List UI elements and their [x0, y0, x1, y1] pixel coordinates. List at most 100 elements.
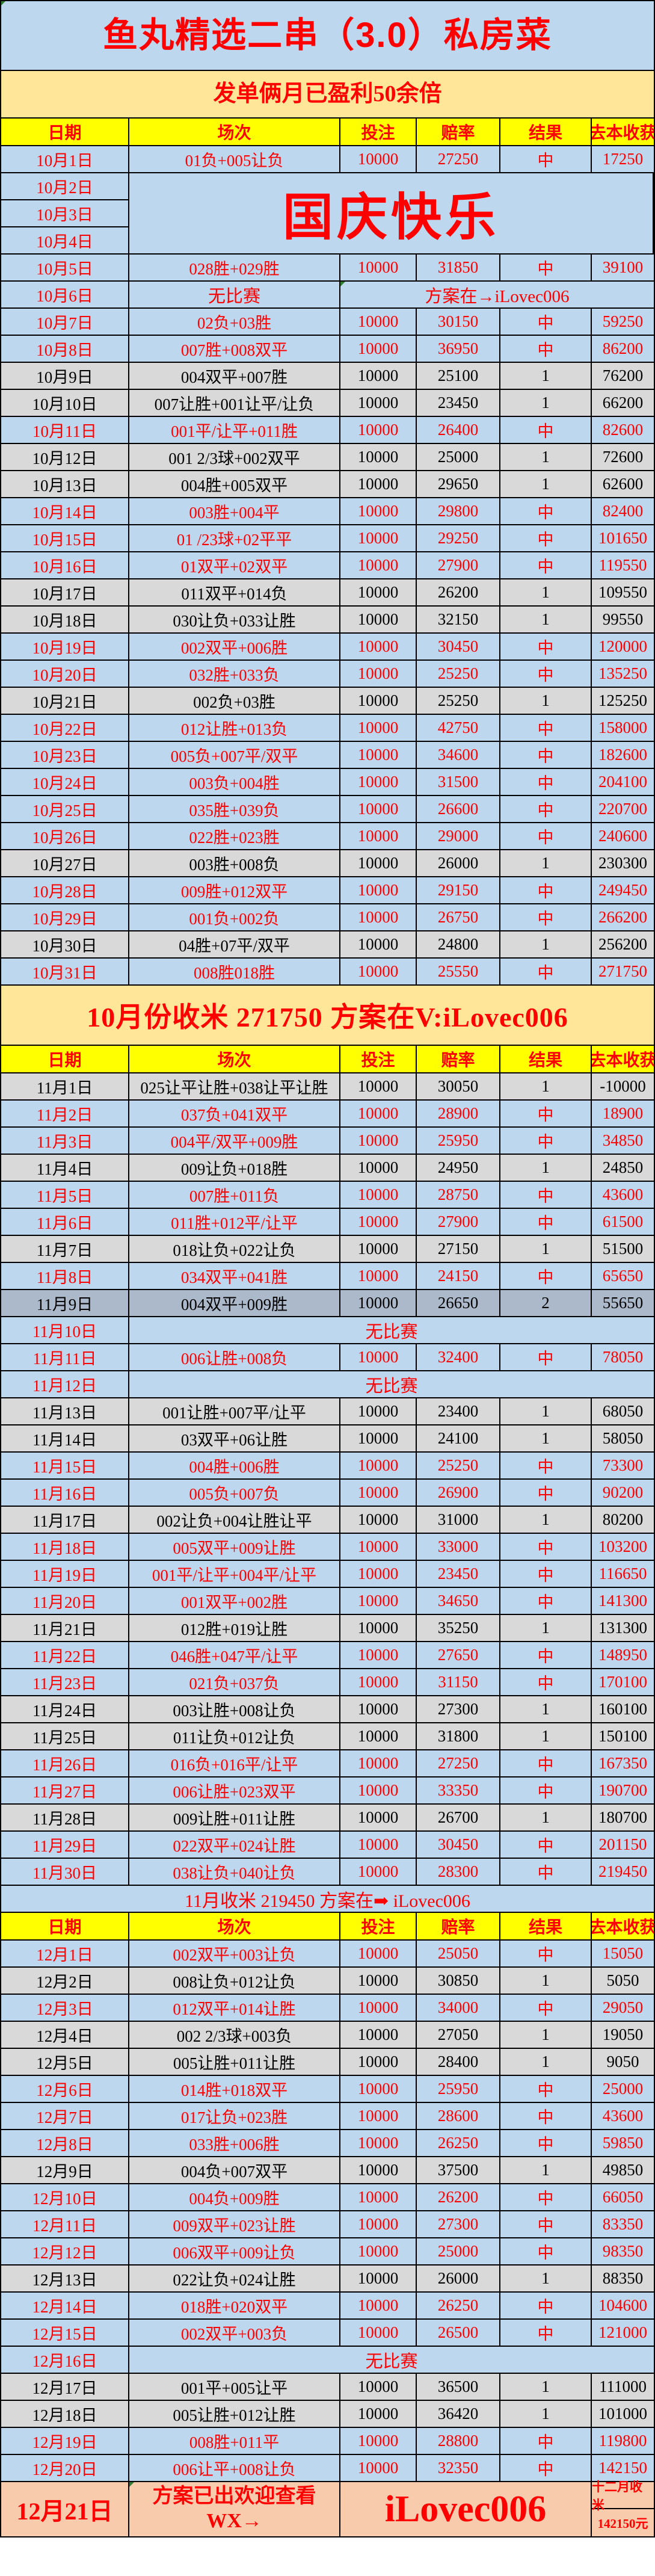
bet-cell: 10000	[340, 2374, 417, 2401]
odds-cell: 34600	[417, 742, 500, 769]
table-row: 11月25日 011让负+012让负 10000 31800 1 150100	[1, 1723, 654, 1750]
date-cell: 12月17日	[1, 2374, 129, 2401]
result-cell: 中	[500, 1995, 592, 2022]
date-cell: 11月25日	[1, 1723, 129, 1750]
footer-plan-cell: 方案已出欢迎查看 WX→	[129, 2482, 340, 2536]
result-cell: 中	[500, 1588, 592, 1615]
result-cell: 1	[500, 2401, 592, 2428]
odds-cell: 28750	[417, 1182, 500, 1209]
odds-cell: 24150	[417, 1263, 500, 1290]
page-title: 鱼丸精选二串（3.0）私房菜	[1, 1, 654, 71]
profit-cell: 51500	[592, 1236, 654, 1263]
page-subtitle: 发单俩月已盈利50余倍	[1, 71, 654, 119]
match-cell: 004双平+007胜	[129, 363, 340, 390]
odds-cell: 36500	[417, 2374, 500, 2401]
odds-cell: 30050	[417, 1073, 500, 1101]
date-cell: 12月18日	[1, 2401, 129, 2428]
table-row: 12月19日 008胜+011平 10000 28800 中 119800	[1, 2428, 654, 2455]
profit-cell: 101000	[592, 2401, 654, 2428]
profit-cell: 103200	[592, 1534, 654, 1561]
profit-cell: 19050	[592, 2022, 654, 2049]
date-cell: 11月19日	[1, 1561, 129, 1588]
profit-cell: 78050	[592, 1344, 654, 1371]
table-row: 11月16日 005负+007负 10000 26900 中 90200	[1, 1480, 654, 1507]
table-row: 11月15日 004胜+006胜 10000 25250 中 73300	[1, 1453, 654, 1480]
bet-cell: 10000	[340, 579, 417, 607]
bet-cell: 10000	[340, 444, 417, 471]
match-cell: 002负+03胜	[129, 688, 340, 715]
table-row: 11月24日 003让胜+008让负 10000 27300 1 160100	[1, 1696, 654, 1723]
match-cell: 001让胜+007平/让平	[129, 1398, 340, 1425]
odds-cell: 27900	[417, 1209, 500, 1236]
date-cell: 11月1日	[1, 1073, 129, 1101]
date-cell: 11月16日	[1, 1480, 129, 1507]
result-cell: 中	[500, 336, 592, 363]
footer-month-total-cell: 十二月收米 142150元	[592, 2480, 654, 2536]
match-cell: 008胜+011平	[129, 2428, 340, 2455]
table-row: 11月8日 034双平+041胜 10000 24150 中 65650	[1, 1263, 654, 1290]
bet-cell: 10000	[340, 1778, 417, 1805]
result-cell: 中	[500, 661, 592, 688]
profit-cell: 72600	[592, 444, 654, 471]
bet-cell: 10000	[340, 2103, 417, 2130]
result-cell: 1	[500, 471, 592, 498]
match-cell: 004负+009胜	[129, 2184, 340, 2211]
result-cell: 中	[500, 1453, 592, 1480]
table-row: 12月18日 005让胜+012让胜 10000 36420 1 101000	[1, 2401, 654, 2428]
table-row: 10月7日 02负+03胜 10000 30150 中 59250	[1, 309, 654, 336]
result-cell: 中	[500, 1344, 592, 1371]
odds-cell: 34650	[417, 1588, 500, 1615]
bet-cell: 10000	[340, 336, 417, 363]
column-header-5: 去本收获	[592, 1046, 654, 1073]
table-row: 11月9日 004双平+009胜 10000 26650 2 55650	[1, 1290, 654, 1317]
odds-cell: 26000	[417, 850, 500, 877]
result-cell: 中	[500, 1832, 592, 1859]
date-cell: 10月15日	[1, 525, 129, 552]
match-cell: 035胜+039负	[129, 796, 340, 823]
match-cell: 004胜+005双平	[129, 471, 340, 498]
bet-cell: 10000	[340, 2293, 417, 2320]
odds-cell: 25000	[417, 444, 500, 471]
odds-cell: 27300	[417, 1696, 500, 1723]
date-cell: 10月8日	[1, 336, 129, 363]
match-cell: 017让负+023胜	[129, 2103, 340, 2130]
result-cell: 1	[500, 1073, 592, 1101]
match-cell: 046胜+047平/让平	[129, 1642, 340, 1669]
bet-cell: 10000	[340, 1263, 417, 1290]
result-cell: 中	[500, 1669, 592, 1696]
profit-cell: 249450	[592, 877, 654, 904]
profit-cell: 119550	[592, 552, 654, 579]
profit-cell: 61500	[592, 1209, 654, 1236]
table-row: 12月13日 022让负+024让胜 10000 26000 1 88350	[1, 2266, 654, 2293]
result-cell: 1	[500, 607, 592, 634]
odds-cell: 36420	[417, 2401, 500, 2428]
match-cell: 003让胜+008让负	[129, 1696, 340, 1723]
profit-cell: 240600	[592, 823, 654, 850]
bet-cell: 10000	[340, 607, 417, 634]
profit-cell: 58050	[592, 1425, 654, 1453]
profit-cell: 190700	[592, 1778, 654, 1805]
profit-cell: 5050	[592, 1968, 654, 1995]
match-cell: 001双平+002胜	[129, 1588, 340, 1615]
result-cell: 中	[500, 2293, 592, 2320]
result-cell: 1	[500, 2374, 592, 2401]
date-cell: 10月1日	[1, 146, 129, 173]
profit-cell: 158000	[592, 715, 654, 742]
match-cell: 004胜+006胜	[129, 1453, 340, 1480]
match-cell: 003胜+004平	[129, 498, 340, 525]
bet-cell: 10000	[340, 2157, 417, 2184]
match-cell: 032胜+033负	[129, 661, 340, 688]
match-cell: 004负+007双平	[129, 2157, 340, 2184]
match-cell: 004平/双平+009胜	[129, 1128, 340, 1155]
bet-cell: 10000	[340, 877, 417, 904]
bet-cell: 10000	[340, 1968, 417, 1995]
profit-cell: 34850	[592, 1128, 654, 1155]
match-cell: 007让胜+001让平/让负	[129, 390, 340, 417]
profit-cell: 131300	[592, 1615, 654, 1642]
table-row: 11月23日 021负+037负 10000 31150 中 170100	[1, 1669, 654, 1696]
match-cell: 012让胜+013负	[129, 715, 340, 742]
column-header-3: 赔率	[417, 1046, 500, 1073]
table-row: 10月29日 001负+002负 10000 26750 中 266200	[1, 904, 654, 931]
table-row: 10月26日 022胜+023胜 10000 29000 中 240600	[1, 823, 654, 850]
odds-cell: 30450	[417, 1832, 500, 1859]
